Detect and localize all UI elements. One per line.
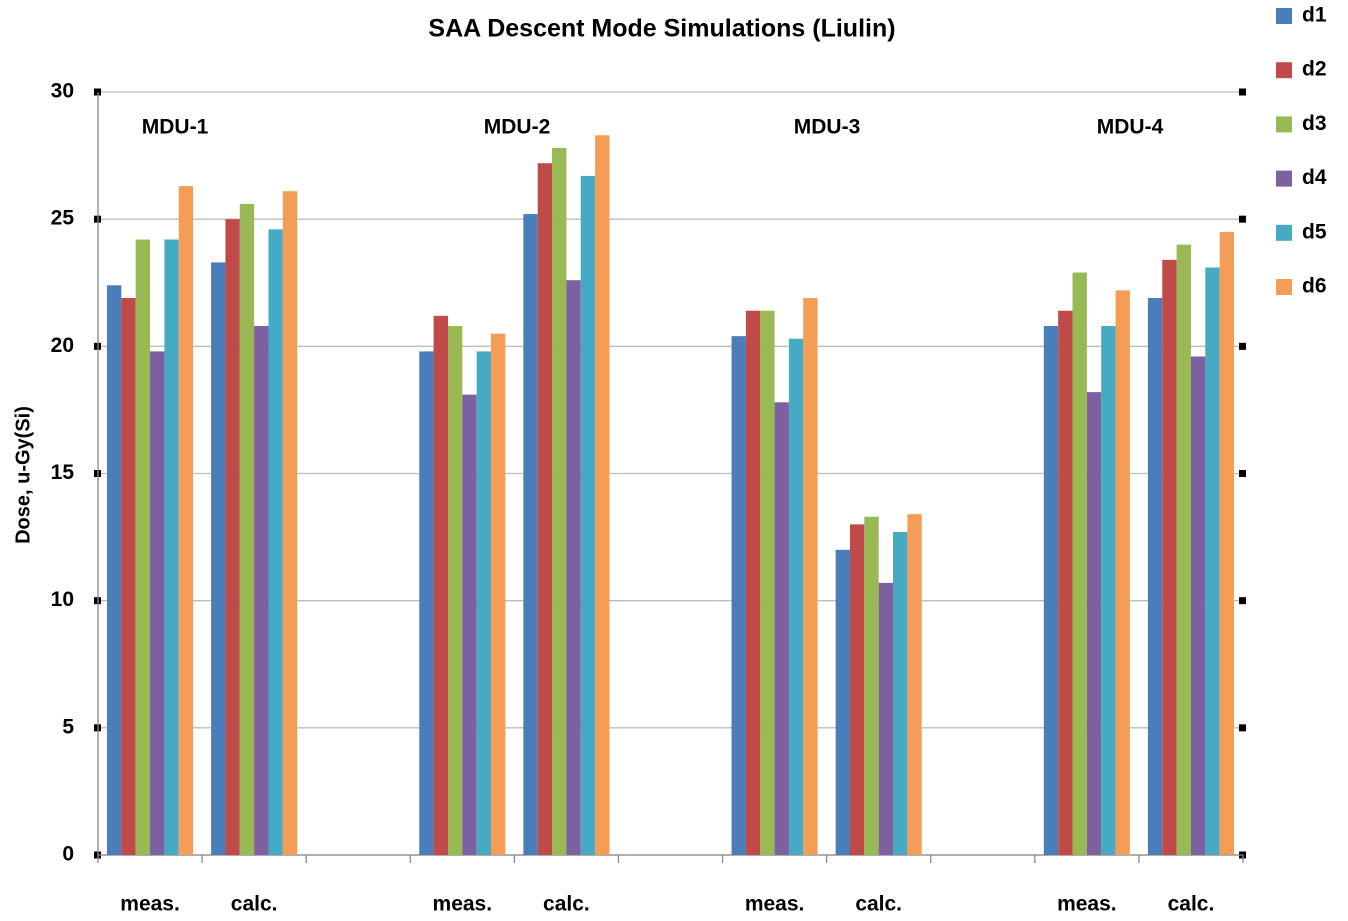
bar xyxy=(476,351,492,855)
legend-swatch xyxy=(1276,62,1292,79)
bar xyxy=(1190,356,1206,855)
bar xyxy=(491,333,506,855)
bar xyxy=(580,175,596,855)
group-label: MDU-1 xyxy=(142,116,209,139)
group-label: MDU-2 xyxy=(484,116,551,139)
bar xyxy=(595,135,610,855)
y-tick-label: 20 xyxy=(51,334,74,357)
legend-swatch xyxy=(1276,224,1292,241)
y-tick-label: 30 xyxy=(51,80,74,103)
bar xyxy=(1205,267,1220,855)
bar xyxy=(1043,325,1059,855)
legend-label: d2 xyxy=(1302,58,1327,81)
bar xyxy=(788,338,804,855)
bar xyxy=(1219,231,1234,856)
bar xyxy=(552,147,567,855)
bar xyxy=(849,524,865,855)
group-label: MDU-3 xyxy=(794,116,861,139)
legend-label: d4 xyxy=(1302,166,1327,189)
legend-swatch xyxy=(1276,279,1292,295)
bar xyxy=(254,325,269,855)
bar xyxy=(835,549,850,855)
y-tick-label: 0 xyxy=(62,843,74,866)
x-tick-label: meas. xyxy=(120,893,180,916)
bar xyxy=(225,219,240,855)
bar xyxy=(239,203,255,855)
y-axis-label: Dose, u-Gy(Si) xyxy=(12,406,34,544)
bar xyxy=(164,239,179,856)
bar xyxy=(566,280,581,855)
bar xyxy=(774,402,789,855)
bar xyxy=(419,351,434,855)
x-tick-label: calc. xyxy=(1168,893,1215,916)
bar xyxy=(1162,259,1177,855)
legend-label: d1 xyxy=(1302,4,1327,27)
y2-tick-mark xyxy=(1239,724,1246,732)
legend-swatch xyxy=(1276,8,1292,24)
y2-tick-mark xyxy=(1239,470,1246,477)
chart-title: SAA Descent Mode Simulations (Liulin) xyxy=(428,15,895,43)
bar xyxy=(462,394,477,855)
legend-swatch xyxy=(1276,116,1292,133)
group-label: MDU-4 xyxy=(1097,116,1164,139)
bar xyxy=(745,310,761,855)
y-tick-label: 5 xyxy=(62,715,74,738)
bar xyxy=(1072,272,1087,855)
y2-tick-mark xyxy=(1239,88,1246,96)
y-tick-label: 10 xyxy=(51,588,74,611)
legend-swatch xyxy=(1276,170,1292,187)
bar xyxy=(135,239,151,856)
bar xyxy=(1058,310,1073,855)
bar xyxy=(107,285,122,855)
x-tick-label: calc. xyxy=(231,893,278,916)
bar xyxy=(433,315,448,855)
x-tick-label: meas. xyxy=(745,893,805,916)
bar xyxy=(731,336,746,855)
bar xyxy=(1086,392,1102,855)
x-tick-label: meas. xyxy=(1057,893,1117,916)
y-tick-label: 15 xyxy=(51,461,75,484)
y2-tick-mark xyxy=(1239,342,1246,350)
bar xyxy=(760,310,775,855)
bar xyxy=(1147,298,1163,855)
legend-label: d5 xyxy=(1302,220,1327,243)
bar xyxy=(537,163,553,856)
bar xyxy=(864,516,879,855)
y-tick-label: 25 xyxy=(51,207,75,230)
bar xyxy=(282,191,298,855)
bar xyxy=(268,229,283,856)
bar xyxy=(907,514,922,855)
x-tick-label: calc. xyxy=(543,893,590,916)
bar xyxy=(523,214,538,855)
x-tick-label: meas. xyxy=(433,893,493,916)
y2-tick-mark xyxy=(1239,597,1246,605)
bar xyxy=(893,531,908,855)
bar xyxy=(447,325,463,855)
bar xyxy=(121,298,136,855)
y2-tick-mark xyxy=(1239,215,1246,223)
bar xyxy=(150,351,165,855)
bar xyxy=(211,262,226,855)
legend-label: d3 xyxy=(1302,112,1327,135)
bar xyxy=(1115,290,1130,855)
bar xyxy=(1101,325,1116,855)
legend-label: d6 xyxy=(1302,275,1327,298)
bar xyxy=(178,186,194,855)
bar xyxy=(878,582,894,855)
bar xyxy=(1176,244,1191,856)
bar xyxy=(803,298,818,855)
x-tick-label: calc. xyxy=(855,893,902,916)
